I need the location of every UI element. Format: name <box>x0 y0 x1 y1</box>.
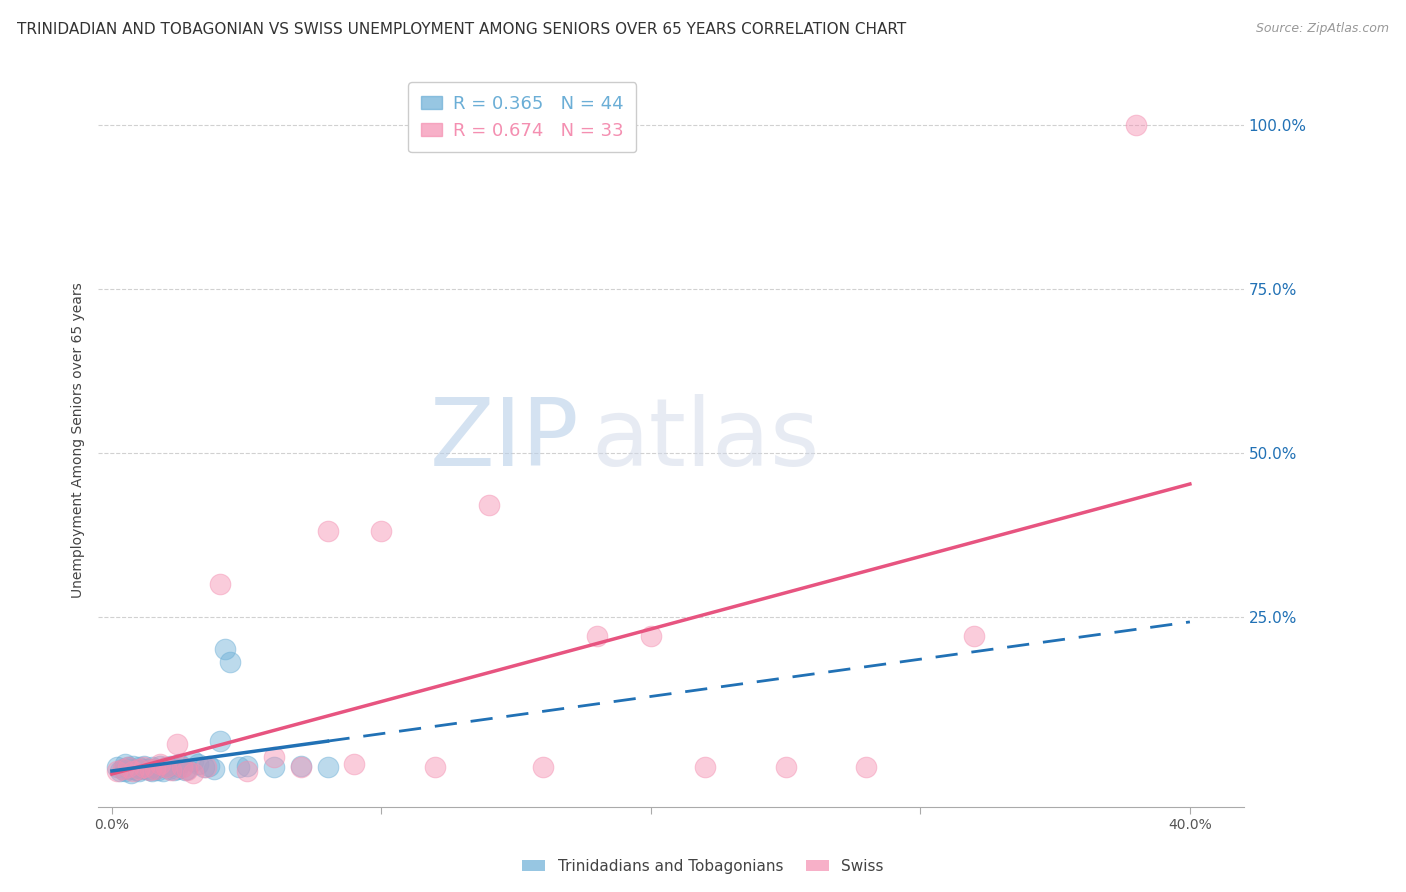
Legend: R = 0.365   N = 44, R = 0.674   N = 33: R = 0.365 N = 44, R = 0.674 N = 33 <box>408 82 637 153</box>
Point <box>290 759 312 773</box>
Point <box>160 759 183 773</box>
Point <box>187 757 209 772</box>
Point <box>181 765 204 780</box>
Point <box>198 759 221 773</box>
Point <box>775 760 797 774</box>
Point <box>131 762 153 776</box>
Point <box>963 629 986 643</box>
Point <box>120 762 142 776</box>
Point <box>122 759 145 773</box>
Point <box>166 737 188 751</box>
Point <box>105 760 128 774</box>
Point <box>176 763 198 777</box>
Point <box>108 764 131 778</box>
Point <box>160 763 183 777</box>
Point <box>693 760 716 774</box>
Point <box>152 764 174 778</box>
Point <box>141 760 163 774</box>
Point <box>117 760 139 774</box>
Point <box>105 764 128 778</box>
Point <box>181 754 204 768</box>
Text: TRINIDADIAN AND TOBAGONIAN VS SWISS UNEMPLOYMENT AMONG SENIORS OVER 65 YEARS COR: TRINIDADIAN AND TOBAGONIAN VS SWISS UNEM… <box>17 22 905 37</box>
Text: ZIP: ZIP <box>430 393 579 486</box>
Point <box>228 760 250 774</box>
Point <box>263 750 285 764</box>
Point <box>478 498 501 512</box>
Point <box>134 759 156 773</box>
Point <box>170 760 193 774</box>
Point <box>425 760 447 774</box>
Point <box>169 757 191 772</box>
Point <box>138 763 160 777</box>
Point <box>855 760 877 774</box>
Point <box>316 760 339 774</box>
Point <box>640 629 662 643</box>
Point <box>166 762 188 776</box>
Point <box>370 524 392 539</box>
Point <box>235 759 257 773</box>
Point <box>214 642 236 657</box>
Legend: Trinidadians and Tobagonians, Swiss: Trinidadians and Tobagonians, Swiss <box>516 853 890 880</box>
Point <box>128 764 150 778</box>
Point <box>586 629 609 643</box>
Point <box>1125 119 1147 133</box>
Point <box>128 762 150 776</box>
Text: atlas: atlas <box>591 393 820 486</box>
Point <box>149 759 172 773</box>
Text: Source: ZipAtlas.com: Source: ZipAtlas.com <box>1256 22 1389 36</box>
Point <box>316 524 339 539</box>
Point <box>125 763 148 777</box>
Point <box>122 764 145 778</box>
Point <box>114 757 136 772</box>
Point <box>531 760 554 774</box>
Point <box>141 764 163 778</box>
Point <box>146 763 169 777</box>
Point <box>111 762 134 776</box>
Point <box>157 762 180 776</box>
Point <box>155 760 177 774</box>
Point <box>263 760 285 774</box>
Point <box>202 762 225 776</box>
Point <box>208 577 231 591</box>
Point <box>163 763 186 777</box>
Point <box>138 763 160 777</box>
Point <box>173 763 195 777</box>
Y-axis label: Unemployment Among Seniors over 65 years: Unemployment Among Seniors over 65 years <box>72 282 86 598</box>
Point <box>149 757 172 772</box>
Point <box>195 760 218 774</box>
Point <box>143 762 166 776</box>
Point <box>219 656 242 670</box>
Point <box>176 762 198 776</box>
Point <box>193 760 215 774</box>
Point <box>143 762 166 776</box>
Point <box>117 760 139 774</box>
Point <box>120 765 142 780</box>
Point <box>111 762 134 776</box>
Point <box>155 760 177 774</box>
Point <box>208 734 231 748</box>
Point <box>134 760 156 774</box>
Point <box>136 762 159 776</box>
Point <box>235 764 257 778</box>
Point <box>170 760 193 774</box>
Point <box>128 760 150 774</box>
Point <box>343 757 366 772</box>
Point <box>114 764 136 778</box>
Point <box>290 760 312 774</box>
